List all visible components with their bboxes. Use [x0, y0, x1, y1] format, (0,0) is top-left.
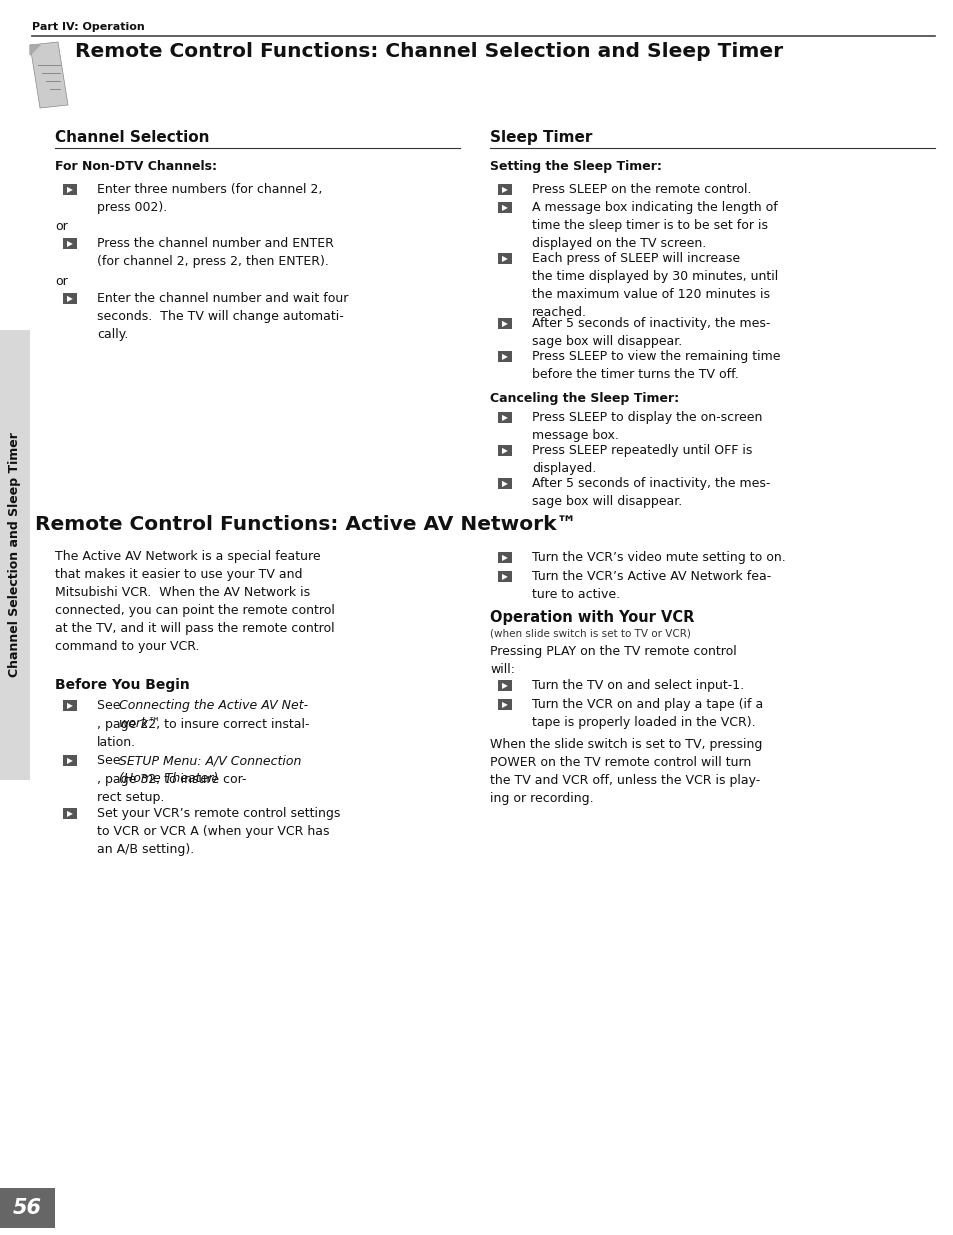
Text: Before You Begin: Before You Begin	[55, 678, 190, 692]
Text: Channel Selection and Sleep Timer: Channel Selection and Sleep Timer	[9, 432, 22, 678]
Text: ▶: ▶	[67, 294, 72, 303]
Text: Press SLEEP to view the remaining time
before the timer turns the TV off.: Press SLEEP to view the remaining time b…	[532, 350, 780, 382]
Text: Press the channel number and ENTER
(for channel 2, press 2, then ENTER).: Press the channel number and ENTER (for …	[97, 237, 334, 268]
Text: SETUP Menu: A/V Connection
(Home Theater): SETUP Menu: A/V Connection (Home Theater…	[119, 755, 301, 785]
Text: Operation with Your VCR: Operation with Your VCR	[490, 610, 694, 625]
Text: ▶: ▶	[501, 553, 507, 562]
Text: ▶: ▶	[501, 185, 507, 194]
Text: ▶: ▶	[67, 185, 72, 194]
Text: A message box indicating the length of
time the sleep timer is to be set for is
: A message box indicating the length of t…	[532, 201, 777, 249]
Text: ▶: ▶	[501, 700, 507, 709]
Text: ▶: ▶	[501, 479, 507, 488]
Text: Connecting the Active AV Net-
work™: Connecting the Active AV Net- work™	[119, 699, 308, 730]
FancyBboxPatch shape	[497, 478, 512, 489]
FancyBboxPatch shape	[63, 755, 77, 766]
Polygon shape	[30, 44, 40, 56]
FancyBboxPatch shape	[497, 184, 512, 195]
Text: , page 32, to insure cor-
rect setup.: , page 32, to insure cor- rect setup.	[97, 773, 246, 804]
Text: Turn the VCR’s Active AV Network fea-
ture to active.: Turn the VCR’s Active AV Network fea- tu…	[532, 571, 770, 601]
Text: Part IV: Operation: Part IV: Operation	[32, 22, 145, 32]
Text: After 5 seconds of inactivity, the mes-
sage box will disappear.: After 5 seconds of inactivity, the mes- …	[532, 477, 770, 508]
Text: Set your VCR’s remote control settings
to VCR or VCR A (when your VCR has
an A/B: Set your VCR’s remote control settings t…	[97, 806, 340, 856]
Text: Enter the channel number and wait four
seconds.  The TV will change automati-
ca: Enter the channel number and wait four s…	[97, 291, 348, 341]
FancyBboxPatch shape	[0, 1188, 55, 1228]
FancyBboxPatch shape	[497, 445, 512, 456]
Text: Turn the VCR’s video mute setting to on.: Turn the VCR’s video mute setting to on.	[532, 551, 785, 564]
Text: When the slide switch is set to TV, pressing
POWER on the TV remote control will: When the slide switch is set to TV, pres…	[490, 739, 761, 805]
Text: ▶: ▶	[501, 572, 507, 580]
Text: ▶: ▶	[67, 756, 72, 764]
FancyBboxPatch shape	[497, 351, 512, 362]
FancyBboxPatch shape	[497, 412, 512, 424]
FancyBboxPatch shape	[63, 808, 77, 819]
FancyBboxPatch shape	[0, 330, 30, 781]
Text: ▶: ▶	[501, 254, 507, 263]
Text: ▶: ▶	[501, 203, 507, 212]
Polygon shape	[30, 42, 68, 107]
Text: ▶: ▶	[501, 446, 507, 454]
Text: Turn the VCR on and play a tape (if a
tape is properly loaded in the VCR).: Turn the VCR on and play a tape (if a ta…	[532, 698, 762, 729]
Text: Turn the TV on and select input-1.: Turn the TV on and select input-1.	[532, 679, 743, 692]
Text: ▶: ▶	[501, 319, 507, 329]
Text: Pressing PLAY on the TV remote control
will:: Pressing PLAY on the TV remote control w…	[490, 645, 736, 676]
FancyBboxPatch shape	[497, 699, 512, 710]
FancyBboxPatch shape	[497, 680, 512, 692]
Text: ▶: ▶	[67, 701, 72, 710]
Text: Setting the Sleep Timer:: Setting the Sleep Timer:	[490, 161, 661, 173]
Text: ▶: ▶	[67, 809, 72, 818]
Text: The Active AV Network is a special feature
that makes it easier to use your TV a: The Active AV Network is a special featu…	[55, 550, 335, 653]
Text: ▶: ▶	[501, 352, 507, 361]
Text: Press SLEEP on the remote control.: Press SLEEP on the remote control.	[532, 183, 751, 196]
Text: or: or	[55, 275, 68, 288]
FancyBboxPatch shape	[497, 317, 512, 329]
Text: Enter three numbers (for channel 2,
press 002).: Enter three numbers (for channel 2, pres…	[97, 183, 322, 214]
Text: Each press of SLEEP will increase
the time displayed by 30 minutes, until
the ma: Each press of SLEEP will increase the ti…	[532, 252, 778, 319]
Text: Press SLEEP repeatedly until OFF is
displayed.: Press SLEEP repeatedly until OFF is disp…	[532, 445, 752, 475]
Text: , page 22, to insure correct instal-
lation.: , page 22, to insure correct instal- lat…	[97, 718, 309, 748]
Text: or: or	[55, 220, 68, 233]
Text: Remote Control Functions: Channel Selection and Sleep Timer: Remote Control Functions: Channel Select…	[75, 42, 782, 61]
Text: ▶: ▶	[67, 240, 72, 248]
Text: Canceling the Sleep Timer:: Canceling the Sleep Timer:	[490, 391, 679, 405]
FancyBboxPatch shape	[63, 184, 77, 195]
Text: See: See	[97, 699, 125, 713]
FancyBboxPatch shape	[63, 238, 77, 249]
Text: After 5 seconds of inactivity, the mes-
sage box will disappear.: After 5 seconds of inactivity, the mes- …	[532, 317, 770, 348]
Text: Sleep Timer: Sleep Timer	[490, 130, 592, 144]
Text: 56: 56	[12, 1198, 42, 1218]
FancyBboxPatch shape	[497, 571, 512, 582]
FancyBboxPatch shape	[497, 203, 512, 212]
Text: ▶: ▶	[501, 680, 507, 690]
Text: (when slide switch is set to TV or VCR): (when slide switch is set to TV or VCR)	[490, 629, 690, 638]
FancyBboxPatch shape	[497, 253, 512, 264]
Text: Channel Selection: Channel Selection	[55, 130, 210, 144]
Text: Press SLEEP to display the on-screen
message box.: Press SLEEP to display the on-screen mes…	[532, 411, 761, 442]
Text: See: See	[97, 755, 125, 767]
Text: Remote Control Functions: Active AV Network™: Remote Control Functions: Active AV Netw…	[35, 515, 576, 534]
FancyBboxPatch shape	[63, 293, 77, 304]
FancyBboxPatch shape	[63, 700, 77, 711]
Text: For Non-DTV Channels:: For Non-DTV Channels:	[55, 161, 216, 173]
FancyBboxPatch shape	[497, 552, 512, 563]
Text: ▶: ▶	[501, 412, 507, 422]
